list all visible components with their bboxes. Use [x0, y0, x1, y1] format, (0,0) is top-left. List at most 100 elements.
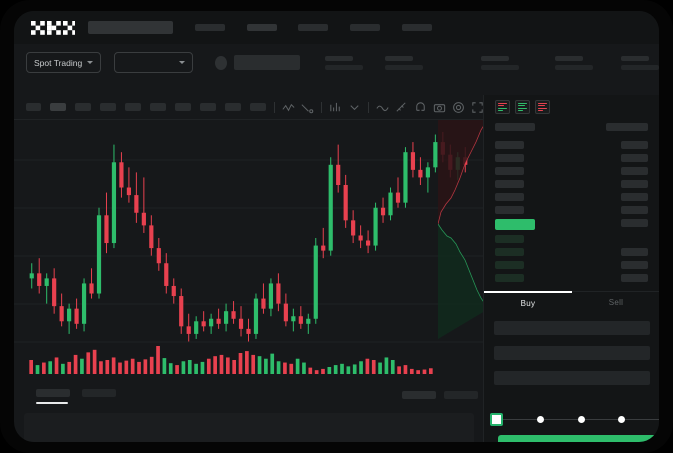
header-search-input[interactable] — [88, 21, 173, 34]
fullscreen-icon[interactable] — [470, 100, 485, 115]
trend-line-icon[interactable] — [300, 100, 315, 115]
step-dot-4[interactable] — [618, 415, 626, 423]
orderbook-row[interactable] — [484, 154, 659, 162]
nav-item-2[interactable] — [247, 24, 277, 31]
timeframe-6[interactable] — [150, 103, 166, 111]
bottom-tabs-bar — [14, 383, 483, 413]
avatar-icon[interactable] — [215, 55, 228, 70]
bottom-content-panel — [24, 413, 474, 442]
volume-series — [29, 346, 433, 374]
nav-item-5[interactable] — [402, 24, 432, 31]
orderbook-row-price — [495, 180, 524, 188]
step-dot-2[interactable] — [536, 415, 544, 423]
stat-group-4 — [555, 55, 593, 70]
orderbook-row[interactable] — [484, 274, 659, 282]
stat-group-5 — [621, 55, 659, 70]
candlestick-series — [29, 132, 468, 342]
orderbook-row-amount — [621, 274, 648, 282]
orderbook-row-amount — [621, 206, 648, 214]
trading-mode-label: Spot Trading — [34, 57, 83, 68]
orderbook-row-price — [495, 193, 524, 201]
orderbook-mode-both[interactable] — [495, 100, 510, 114]
orderbook-row-price — [495, 167, 524, 175]
magnet-icon[interactable] — [413, 100, 428, 115]
orderbook-row[interactable] — [484, 206, 659, 214]
toolbar-divider — [368, 101, 369, 113]
tab-buy[interactable]: Buy — [484, 291, 572, 313]
bottom-tab-active-underline — [36, 402, 68, 404]
timeframe-7[interactable] — [175, 103, 191, 111]
app-header — [14, 11, 659, 44]
price-chart[interactable] — [14, 120, 483, 383]
orderbook-row[interactable] — [484, 219, 659, 230]
bottom-action-2[interactable] — [444, 391, 478, 399]
chart-type-icon[interactable] — [347, 100, 362, 115]
orderbook-row-amount — [621, 248, 648, 256]
wave-icon[interactable] — [375, 100, 390, 115]
trading-pair-select[interactable] — [114, 52, 194, 73]
order-total-field[interactable] — [494, 371, 650, 385]
order-amount-field[interactable] — [494, 346, 650, 360]
orderbook-mode-bids[interactable] — [515, 100, 530, 114]
orderbook-header-row — [484, 123, 659, 133]
sub-header: Spot Trading — [14, 44, 659, 81]
orderbook-row-price — [495, 154, 524, 162]
orderbook-row-price — [495, 261, 524, 269]
orderbook-row-price — [495, 219, 535, 230]
nav-item-1[interactable] — [195, 24, 225, 31]
toolbar-divider — [321, 101, 322, 113]
timeframe-5[interactable] — [125, 103, 141, 111]
account-name-placeholder — [234, 55, 300, 70]
stat-group-3 — [481, 55, 519, 70]
timeframe-4[interactable] — [100, 103, 116, 111]
bottom-tab-1[interactable] — [36, 389, 70, 397]
orderbook-row[interactable] — [484, 235, 659, 243]
line-chart-icon[interactable] — [281, 100, 296, 115]
orderbook-row-price — [495, 206, 524, 214]
tab-sell[interactable]: Sell — [608, 298, 624, 307]
orderbook-row-amount — [621, 141, 648, 149]
stat-group-2 — [385, 55, 423, 70]
nav-item-3[interactable] — [298, 24, 328, 31]
step-dot-3[interactable] — [577, 415, 585, 423]
orderbook-row[interactable] — [484, 180, 659, 188]
okx-logo-icon[interactable] — [31, 20, 75, 35]
timeframe-10[interactable] — [250, 103, 266, 111]
orderbook-row-amount — [621, 261, 648, 269]
order-price-field[interactable] — [494, 321, 650, 335]
timeframe-9[interactable] — [225, 103, 241, 111]
trade-form-fields — [484, 321, 659, 385]
orderbook-mode-asks[interactable] — [535, 100, 550, 114]
step-connector — [503, 418, 537, 420]
orderbook-view-modes — [484, 95, 659, 114]
orderbook-row-price — [495, 248, 524, 256]
bottom-action-1[interactable] — [402, 391, 436, 399]
orderbook-rows — [484, 141, 659, 282]
bottom-tab-2[interactable] — [82, 389, 116, 397]
indicators-icon[interactable] — [328, 100, 343, 115]
step-dot-1[interactable] — [490, 412, 503, 426]
orderbook-row[interactable] — [484, 141, 659, 149]
trading-mode-select[interactable]: Spot Trading — [26, 52, 102, 73]
primary-cta-button[interactable] — [498, 435, 657, 442]
chart-toolbar — [14, 95, 659, 120]
orderbook-row-amount — [621, 154, 648, 162]
timeframe-3[interactable] — [75, 103, 91, 111]
timeframe-2[interactable] — [50, 103, 66, 111]
timeframe-8[interactable] — [200, 103, 216, 111]
camera-icon[interactable] — [432, 100, 447, 115]
measure-icon[interactable] — [394, 100, 409, 115]
timeframe-1[interactable] — [26, 103, 41, 111]
orderbook-row-price — [495, 235, 524, 243]
orderbook-row[interactable] — [484, 193, 659, 201]
onboarding-stepper — [483, 409, 659, 429]
nav-item-4[interactable] — [350, 24, 380, 31]
orderbook-row[interactable] — [484, 248, 659, 256]
header-nav — [173, 24, 432, 31]
settings-gear-icon[interactable] — [451, 100, 466, 115]
orderbook-row[interactable] — [484, 261, 659, 269]
orderbook-row[interactable] — [484, 167, 659, 175]
step-connector — [625, 418, 659, 420]
orderbook-row-amount — [621, 193, 648, 201]
